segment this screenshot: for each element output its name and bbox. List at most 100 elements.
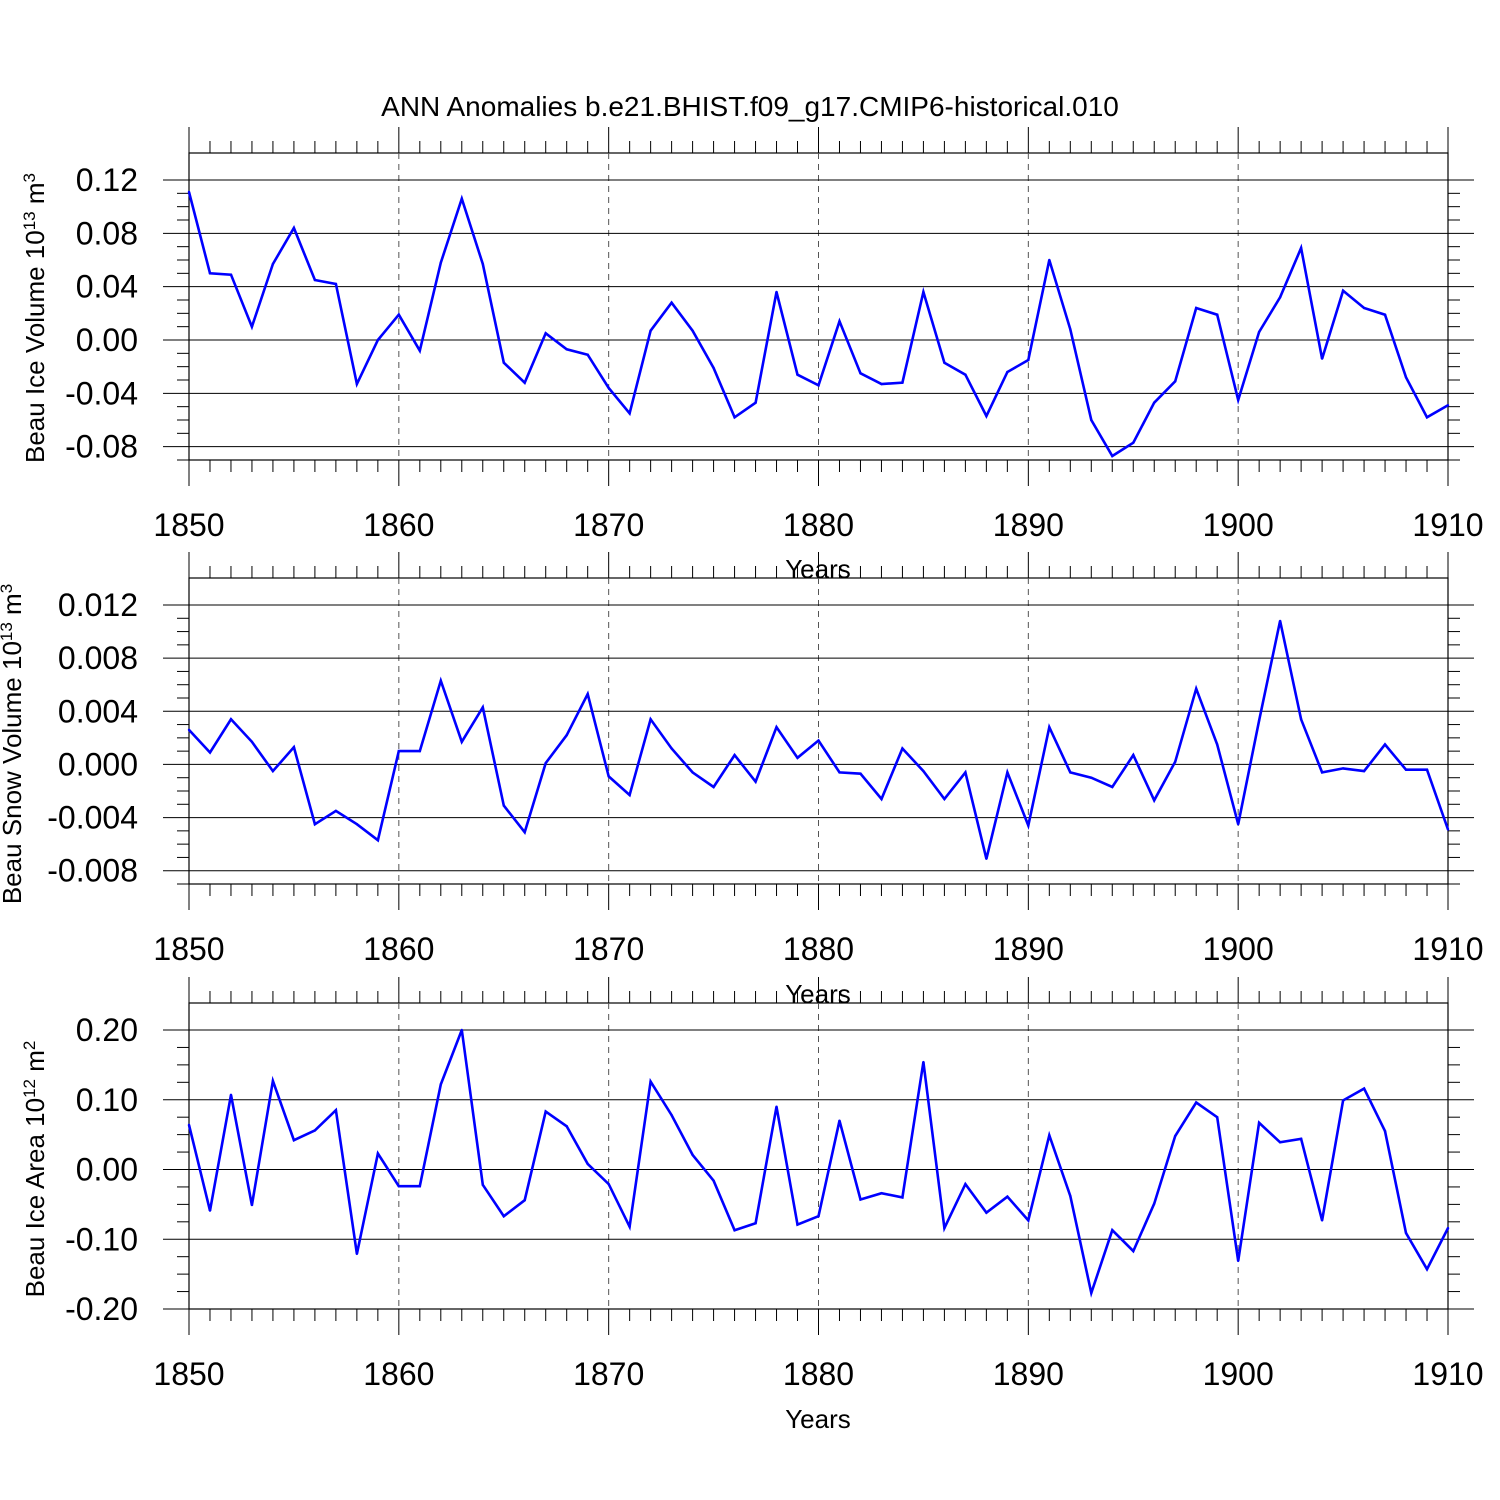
data-point [901,381,904,384]
data-point [943,361,946,364]
data-point [586,353,589,356]
data-point [817,384,820,387]
data-point [187,728,191,732]
x-tick-label: 1890 [993,931,1064,967]
data-point [439,261,442,264]
data-point [418,749,422,753]
data-point [775,1105,778,1108]
data-point [397,749,401,753]
data-point [796,1223,799,1226]
data-point [460,740,463,744]
y-tick-label: 0.012 [58,587,138,623]
data-point [775,290,778,294]
data-point [838,320,841,323]
data-point [1048,726,1051,729]
data-point [1236,823,1240,826]
data-point [1341,767,1345,770]
data-point [208,751,212,754]
data-point [1111,454,1114,458]
x-tick-label: 1870 [573,931,644,967]
data-point [1236,398,1240,402]
y-tick-label: 0.008 [58,640,138,676]
data-point [1215,1115,1219,1119]
data-point [502,361,505,364]
data-point [1446,1226,1450,1230]
data-point [1195,1101,1198,1104]
x-tick-label: 1880 [783,1356,854,1392]
data-point [1320,1219,1324,1222]
data-point [460,1028,463,1032]
data-point [355,1252,359,1256]
data-point [838,771,841,774]
data-point [1111,1228,1114,1232]
data-point [523,1198,526,1202]
x-tick-label: 1860 [363,931,434,967]
data-point [607,386,610,390]
data-point [1027,358,1030,362]
data-point [334,809,338,813]
data-point [1027,824,1030,827]
data-point [355,823,359,826]
y-axis-label: Beau Snow Volume 1013 m3 [0,584,27,904]
data-point [733,753,736,757]
data-point [1236,1259,1240,1263]
data-point [754,1222,757,1225]
data-point [817,739,820,742]
data-point [1215,743,1219,746]
data-point [565,348,568,351]
data-point [922,1060,925,1064]
data-point [628,793,631,797]
data-point [1090,776,1093,779]
data-point [1027,1219,1030,1222]
data-point [376,338,380,342]
data-point [964,771,967,774]
x-tick-label: 1900 [1203,931,1274,967]
y-tick-label: -0.08 [65,429,138,465]
data-point [187,1123,191,1127]
data-point [1404,1231,1408,1235]
data-point [229,273,233,276]
y-tick-label: -0.008 [47,853,138,889]
data-point [691,771,694,774]
data-point [733,1228,736,1232]
data-point [1425,1268,1429,1271]
data-point [1132,1249,1135,1253]
data-point [229,1093,233,1097]
data-point [1278,296,1282,299]
data-point [1195,306,1198,310]
data-point [460,197,463,200]
data-point [670,1113,673,1117]
data-point [1299,246,1303,250]
data-point [880,1192,883,1195]
data-point [628,412,631,415]
data-point [901,1196,904,1199]
data-point [418,349,422,352]
data-point [1362,1087,1366,1090]
y-tick-label: 0.10 [76,1082,138,1118]
data-point [565,734,568,737]
data-point [271,769,275,773]
data-point [292,1139,296,1142]
data-point [712,366,715,370]
data-point [943,1226,946,1230]
y-tick-label: 0.08 [76,215,138,251]
data-point [1278,619,1282,623]
data-point [1132,441,1135,444]
data-point [691,329,694,332]
data-point [250,325,254,328]
data-point [586,692,589,696]
data-point [1069,328,1072,331]
data-point [439,679,442,682]
data-point [880,797,883,801]
x-tick-label: 1910 [1412,1356,1483,1392]
data-point [859,1198,862,1201]
data-point [376,1152,380,1155]
data-point [1090,1291,1093,1295]
data-point [943,797,946,801]
data-point [292,226,296,230]
x-tick-label: 1910 [1412,931,1483,967]
data-point [1257,1121,1261,1124]
data-point [502,1215,505,1218]
x-tick-label: 1860 [363,507,434,543]
